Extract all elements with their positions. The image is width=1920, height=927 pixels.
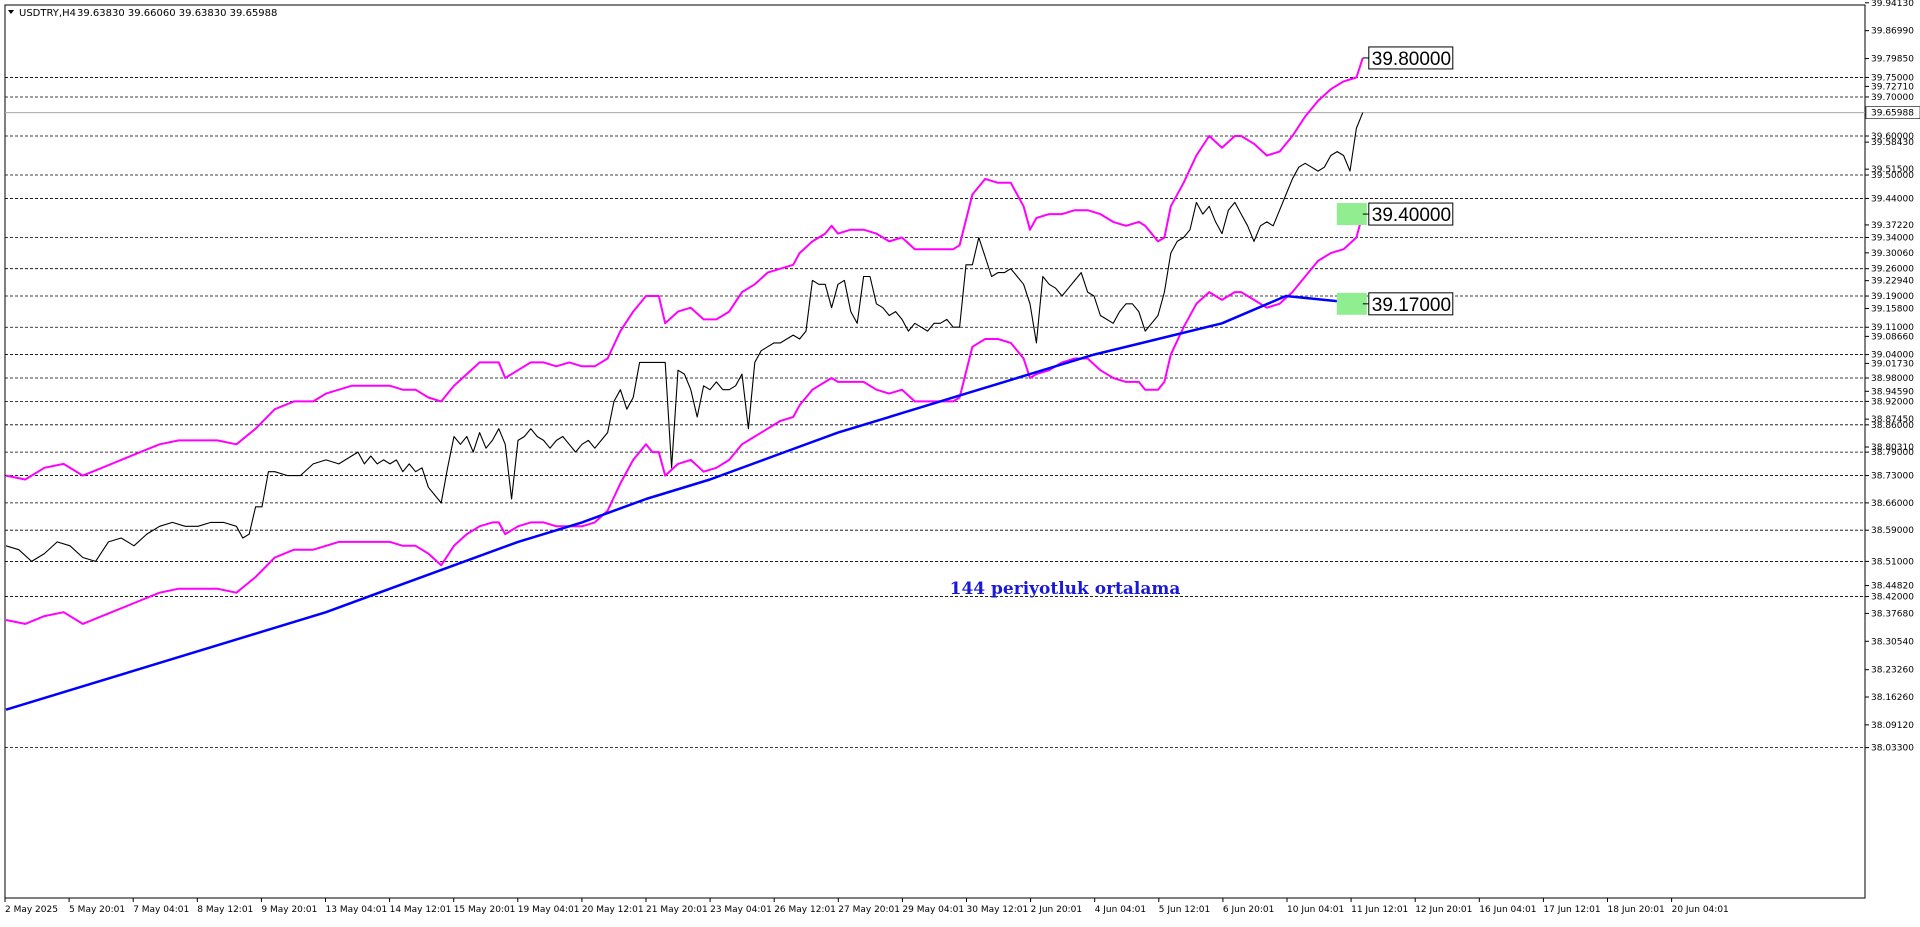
- x-tick-label: 20 May 12:01: [582, 905, 644, 915]
- symbol-label: USDTRY,H4: [19, 8, 76, 19]
- chart-menu-icon[interactable]: [8, 10, 14, 14]
- y-tick-label: 38.79000: [1871, 448, 1914, 458]
- price-line: [5, 112, 1364, 562]
- y-tick-label: 38.03300: [1871, 744, 1914, 754]
- y-tick-label: 39.86990: [1871, 27, 1914, 37]
- y-tick-label: 39.30060: [1871, 249, 1914, 259]
- y-tick-label: 39.44000: [1871, 194, 1914, 204]
- x-tick-label: 2 May 2025: [5, 905, 58, 915]
- x-tick-label: 26 May 12:01: [774, 905, 836, 915]
- current-price-label: 39.65988: [1871, 109, 1914, 119]
- y-tick-label: 39.94130: [1871, 0, 1914, 9]
- y-tick-label: 38.87450: [1871, 415, 1914, 425]
- y-tick-label: 38.94590: [1871, 387, 1914, 397]
- y-tick-label: 39.51500: [1871, 165, 1914, 175]
- level-box: [1368, 46, 1454, 70]
- x-tick-label: 9 May 20:01: [261, 905, 317, 915]
- level-highlight: [1336, 292, 1367, 315]
- y-tick-label: 39.79850: [1871, 55, 1914, 65]
- x-tick-label: 13 May 04:01: [326, 905, 388, 915]
- x-tick-label: 21 May 20:01: [646, 905, 708, 915]
- level-box: [1368, 202, 1454, 226]
- x-tick-label: 11 Jun 12:01: [1351, 905, 1408, 915]
- y-tick-label: 38.98000: [1871, 374, 1914, 384]
- x-tick-label: 17 Jun 12:01: [1543, 905, 1600, 915]
- y-tick-label: 38.66000: [1871, 499, 1914, 509]
- ohlc-label: 39.63830 39.66060 39.63830 39.65988: [77, 8, 277, 19]
- x-tick-label: 10 Jun 04:01: [1287, 905, 1344, 915]
- header: USDTRY,H4 39.63830 39.66060 39.63830 39.…: [8, 8, 277, 19]
- level-label: 39.80000: [1372, 49, 1451, 70]
- x-tick-label: 5 May 20:01: [69, 905, 125, 915]
- x-tick-label: 5 Jun 12:01: [1159, 905, 1210, 915]
- y-tick-label: 39.08660: [1871, 332, 1914, 342]
- y-tick-label: 38.86000: [1871, 421, 1914, 431]
- x-tick-label: 12 Jun 20:01: [1415, 905, 1472, 915]
- x-tick-label: 14 May 12:01: [390, 905, 452, 915]
- y-tick-label: 39.50000: [1871, 171, 1914, 181]
- plot-frame: [4, 4, 1866, 899]
- x-tick-label: 30 May 12:01: [967, 905, 1029, 915]
- level-label: 39.17000: [1372, 295, 1451, 316]
- level-highlight: [1336, 203, 1367, 226]
- y-tick-label: 38.23260: [1871, 666, 1914, 676]
- current-price-tag: [1865, 106, 1920, 119]
- y-tick-label: 38.37680: [1871, 609, 1914, 619]
- lower-band-line: [5, 213, 1364, 625]
- moving-average-line: [5, 294, 1363, 711]
- y-tick-label: 38.44820: [1871, 582, 1914, 592]
- y-tick-label: 38.80310: [1871, 443, 1914, 453]
- y-tick-label: 39.01730: [1871, 359, 1914, 369]
- y-tick-label: 39.58430: [1871, 138, 1914, 148]
- x-tick-label: 20 Jun 04:01: [1672, 905, 1729, 915]
- x-tick-label: 8 May 12:01: [197, 905, 253, 915]
- y-tick-label: 39.34000: [1871, 233, 1914, 243]
- x-tick-label: 19 May 04:01: [518, 905, 580, 915]
- x-tick-label: 27 May 20:01: [838, 905, 900, 915]
- y-axis: 39.75000 39.70000 39.60000 39.50000 39.44000…: [1865, 0, 1920, 754]
- y-tick-label: 39.60000: [1871, 132, 1914, 142]
- y-tick-label: 39.15800: [1871, 305, 1914, 315]
- level-label: 39.40000: [1372, 205, 1451, 226]
- x-tick-label: 23 May 04:01: [710, 905, 772, 915]
- y-tick-label: 38.30540: [1871, 637, 1914, 647]
- x-tick-label: 6 Jun 20:01: [1223, 905, 1274, 915]
- y-tick-label: 39.26000: [1871, 265, 1914, 275]
- level-box: [1368, 292, 1454, 316]
- y-tick-label: 39.22940: [1871, 277, 1914, 287]
- y-tick-label: 38.73000: [1871, 472, 1914, 482]
- y-tick-label: 39.72710: [1871, 82, 1914, 92]
- y-tick-label: 38.92000: [1871, 397, 1914, 407]
- y-tick-label: 39.04000: [1871, 351, 1914, 361]
- y-tick-label: 39.11000: [1871, 323, 1914, 333]
- y-tick-label: 38.59000: [1871, 526, 1914, 536]
- x-tick-label: 18 Jun 20:01: [1608, 905, 1665, 915]
- x-tick-label: 16 Jun 04:01: [1479, 905, 1536, 915]
- upper-band-line: [5, 57, 1364, 481]
- y-tick-label: 38.42000: [1871, 593, 1914, 603]
- x-tick-label: 15 May 20:01: [454, 905, 516, 915]
- y-tick-label: 39.19000: [1871, 292, 1914, 302]
- y-tick-label: 38.16260: [1871, 693, 1914, 703]
- y-tick-label: 38.09120: [1871, 721, 1914, 731]
- ma-annotation: 144 periyotluk ortalama: [950, 579, 1181, 599]
- x-tick-label: 4 Jun 04:01: [1095, 905, 1146, 915]
- level-callouts: 39.80000 39.40000 39.17000: [1336, 46, 1454, 316]
- y-tick-label: 39.75000: [1871, 73, 1914, 83]
- x-axis: 2 May 2025 5 May 20:01 7 May 04:01 8 May 12…: [4, 898, 1729, 915]
- y-tick-label: 39.37220: [1871, 221, 1914, 231]
- series-lines: [5, 57, 1364, 711]
- y-tick-label: 38.51000: [1871, 557, 1914, 567]
- x-tick-label: 2 Jun 20:01: [1031, 905, 1082, 915]
- x-tick-label: 29 May 04:01: [902, 905, 964, 915]
- y-tick-label: 39.70000: [1871, 93, 1914, 103]
- x-tick-label: 7 May 04:01: [133, 905, 189, 915]
